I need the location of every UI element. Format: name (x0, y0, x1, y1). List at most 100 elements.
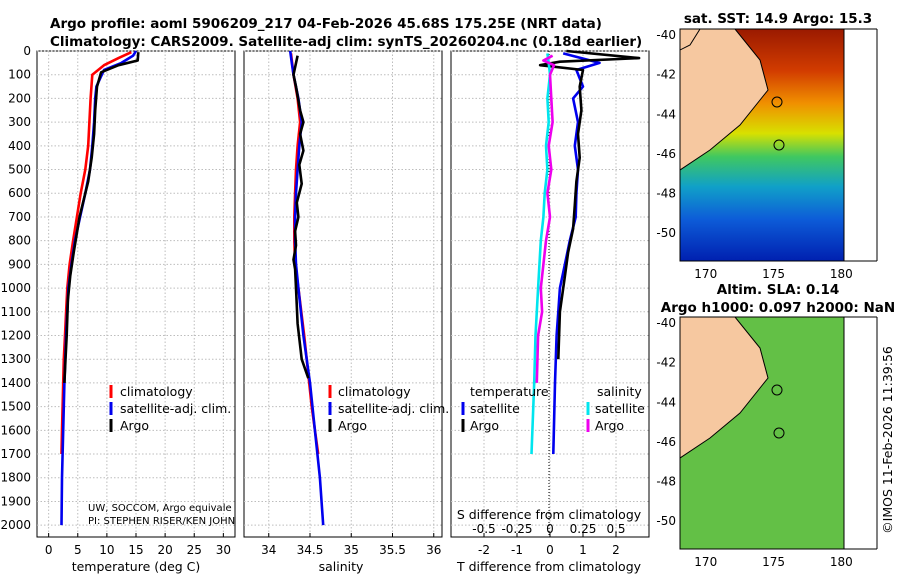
x-tick-label: 20 (157, 543, 172, 557)
s-tick-label: 0.5 (606, 522, 625, 536)
sst-map-title: sat. SST: 14.9 Argo: 15.3 (684, 11, 872, 27)
s-difference-label: S difference from climatology (457, 507, 642, 522)
x-tick-label: 35.5 (379, 543, 406, 557)
difference-panel: -2 -1 0 1 2 T difference from climatology S … (450, 49, 650, 574)
legend-s-satellite: satellite (595, 401, 645, 416)
lat-tick-label: -42 (656, 356, 676, 370)
salinity-xlabel: salinity (319, 559, 364, 574)
lat-tick-label: -46 (656, 147, 676, 161)
legend-salinity-title: salinity (597, 384, 642, 399)
footnote-1: UW, SOCCOM, Argo equivale (88, 503, 232, 514)
lat-tick-label: -50 (656, 226, 676, 240)
lat-tick-label: -40 (656, 316, 676, 330)
legend-satellite: satellite-adj. clim. (120, 401, 231, 416)
title-line-1: Argo profile: aoml 5906209_217 04-Feb-20… (50, 16, 602, 32)
lon-tick-label: 180 (830, 555, 853, 569)
lat-tick-label: -48 (656, 187, 676, 201)
legend-temperature-title: temperature (470, 384, 549, 399)
lon-tick-label: 170 (694, 267, 717, 281)
lat-tick-label: -40 (656, 28, 676, 42)
x-tick-label: 34 (261, 543, 276, 557)
x-tick-label: -1 (511, 543, 523, 557)
s-tick-label: -0.5 (472, 522, 495, 536)
depth-tick-label: 1600 (0, 423, 31, 437)
depth-tick-label: 0 (23, 44, 31, 58)
x-tick-label: 15 (128, 543, 143, 557)
depth-tick-label: 700 (8, 210, 31, 224)
legend-s-argo: Argo (595, 418, 624, 433)
legend-t-satellite: satellite (470, 401, 520, 416)
x-tick-label: 36 (426, 543, 441, 557)
difference-xlabel: T difference from climatology (456, 559, 642, 574)
footnote-2: PI: STEPHEN RISER/KEN JOHN (88, 516, 235, 527)
legend-t-argo: Argo (470, 418, 499, 433)
sla-map: Altim. SLA: 0.14 Argo h1000: 0.097 h2000… (656, 282, 895, 569)
depth-tick-label: 100 (8, 68, 31, 82)
x-tick-label: 35 (344, 543, 359, 557)
x-tick-label: 5 (74, 543, 82, 557)
lat-tick-label: -42 (656, 68, 676, 82)
legend-climatology: climatology (338, 384, 411, 399)
depth-tick-label: 300 (8, 115, 31, 129)
title-line-2: Climatology: CARS2009. Satellite-adj cli… (50, 34, 642, 50)
x-tick-label: 25 (187, 543, 202, 557)
legend-argo: Argo (338, 418, 367, 433)
x-tick-label: 10 (99, 543, 114, 557)
x-tick-label: 1 (579, 543, 587, 557)
depth-tick-label: 1700 (0, 447, 31, 461)
temperature-xlabel: temperature (deg C) (72, 559, 201, 574)
depth-tick-label: 1500 (0, 400, 31, 414)
depth-tick-label: 600 (8, 186, 31, 200)
salinity-legend: climatology satellite-adj. clim. Argo (328, 384, 449, 433)
lon-tick-label: 175 (762, 267, 785, 281)
depth-tick-label: 800 (8, 234, 31, 248)
imos-stamp: ©IMOS 11-Feb-2026 11:39:56 (880, 346, 895, 534)
legend-climatology: climatology (120, 384, 193, 399)
lon-tick-label: 170 (694, 555, 717, 569)
sla-map-title-1: Altim. SLA: 0.14 (717, 282, 839, 298)
lat-tick-label: -46 (656, 435, 676, 449)
land-mass (680, 317, 769, 459)
s-tick-label: 0 (546, 522, 554, 536)
salinity-panel: 34 34.5 35 35.5 36 salinity climatology sate… (243, 50, 449, 574)
lat-tick-label: -44 (656, 107, 676, 121)
land-mass (680, 29, 769, 171)
depth-tick-label: 1100 (0, 305, 31, 319)
lat-tick-label: -44 (656, 395, 676, 409)
legend-argo: Argo (120, 418, 149, 433)
depth-tick-label: 900 (8, 257, 31, 271)
x-tick-label: 0 (546, 543, 554, 557)
s-tick-label: 0.25 (570, 522, 597, 536)
lat-tick-label: -48 (656, 475, 676, 489)
series-argo (292, 55, 310, 379)
depth-tick-label: 200 (8, 91, 31, 105)
lon-tick-label: 180 (830, 267, 853, 281)
s-tick-label: -0.25 (501, 522, 532, 536)
x-tick-label: 2 (612, 543, 620, 557)
sla-map-title-2: Argo h1000: 0.097 h2000: NaN (661, 300, 895, 316)
depth-tick-label: 400 (8, 139, 31, 153)
x-tick-label: 0 (45, 543, 53, 557)
x-tick-label: 34.5 (297, 543, 324, 557)
depth-tick-label: 1000 (0, 281, 31, 295)
series-s-argo (535, 54, 556, 383)
sst-map: sat. SST: 14.9 Argo: 15.3 (656, 11, 878, 281)
x-tick-label: -2 (478, 543, 490, 557)
x-tick-label: 30 (216, 543, 231, 557)
depth-tick-label: 1900 (0, 494, 31, 508)
depth-tick-label: 1200 (0, 328, 31, 342)
lat-tick-label: -50 (656, 514, 676, 528)
depth-tick-label: 1300 (0, 352, 31, 366)
difference-legend: temperature salinity satellite Argo sate… (461, 384, 645, 433)
depth-tick-label: 2000 (0, 518, 31, 532)
temperature-legend: climatology satellite-adj. clim. Argo (109, 384, 231, 433)
series-argo (63, 52, 140, 383)
depth-tick-label: 1800 (0, 471, 31, 485)
depth-tick-label: 1400 (0, 376, 31, 390)
temperature-panel: 0 5 10 15 20 25 30 temperature (deg C) climato… (36, 50, 236, 574)
depth-tick-label: 500 (8, 163, 31, 177)
depth-axis: 0 100 200 300 400 500 600 700 800 900 1000 1100 1200… (0, 44, 31, 532)
legend-satellite: satellite-adj. clim. (338, 401, 449, 416)
lon-tick-label: 175 (762, 555, 785, 569)
